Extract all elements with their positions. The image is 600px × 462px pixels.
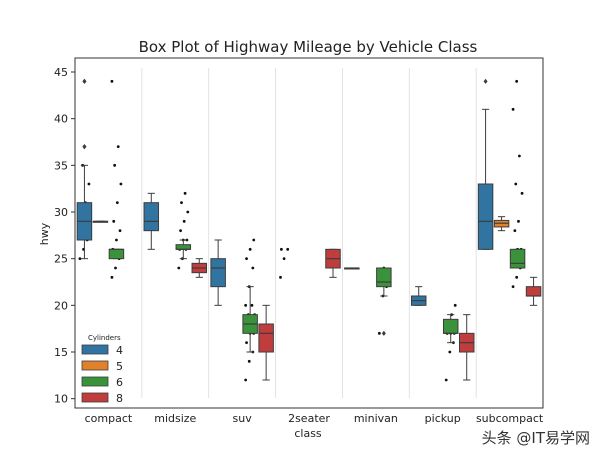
box-body bbox=[477, 183, 494, 250]
strip-point bbox=[116, 145, 120, 149]
y-tick-label: 40 bbox=[54, 113, 68, 126]
strip-point bbox=[244, 378, 248, 382]
legend-label: 8 bbox=[116, 392, 123, 405]
strip-point bbox=[511, 285, 515, 289]
strip-point bbox=[186, 210, 190, 214]
plot-frame bbox=[74, 57, 544, 409]
strip-point bbox=[517, 154, 521, 158]
strip-point bbox=[377, 331, 381, 335]
strip-point bbox=[180, 201, 183, 205]
y-tick-label: 45 bbox=[54, 66, 68, 79]
x-axis-label: class bbox=[294, 427, 322, 440]
y-tick-label: 15 bbox=[54, 346, 68, 359]
strip-point bbox=[511, 107, 515, 111]
legend-swatch bbox=[81, 376, 109, 387]
legend-title: Cylinders bbox=[88, 334, 121, 342]
x-tick-label: compact bbox=[85, 412, 133, 425]
strip-point bbox=[517, 219, 520, 223]
strip-point bbox=[118, 229, 122, 233]
x-tick-label: midsize bbox=[154, 412, 196, 425]
x-tick-label: subcompact bbox=[476, 412, 544, 425]
outlier-marker bbox=[82, 144, 87, 150]
box-body bbox=[210, 258, 226, 288]
box-body bbox=[509, 248, 526, 269]
strip-point bbox=[448, 350, 452, 354]
box-body bbox=[143, 202, 160, 232]
box-body bbox=[175, 244, 192, 250]
x-tick-label: pickup bbox=[425, 412, 461, 425]
strip-point bbox=[115, 201, 119, 205]
box-body bbox=[376, 267, 392, 288]
strip-point bbox=[110, 79, 114, 83]
strip-point bbox=[179, 229, 182, 233]
y-axis-label: hwy bbox=[38, 222, 51, 245]
strip-point bbox=[183, 191, 187, 195]
strip-point bbox=[279, 275, 282, 279]
strip-point bbox=[245, 257, 248, 261]
strip-point bbox=[248, 247, 252, 251]
watermark: 头条 @IT易学网 bbox=[481, 429, 590, 447]
legend-label: 6 bbox=[116, 376, 123, 389]
chart-title: Box Plot of Highway Mileage by Vehicle C… bbox=[139, 38, 478, 56]
y-tick-label: 10 bbox=[54, 393, 68, 406]
legend-swatch bbox=[81, 392, 109, 403]
x-tick-label: minivan bbox=[354, 412, 398, 425]
strip-point bbox=[247, 359, 251, 363]
box-body bbox=[258, 323, 274, 353]
strip-point bbox=[110, 275, 114, 279]
strip-point bbox=[520, 191, 524, 195]
outlier-marker bbox=[483, 78, 488, 84]
outlier-marker bbox=[82, 78, 87, 84]
strip-point bbox=[251, 266, 255, 270]
x-tick-label: 2seater bbox=[288, 412, 330, 425]
strip-point bbox=[113, 163, 117, 167]
outlier-marker bbox=[381, 330, 386, 336]
legend-swatch bbox=[81, 344, 109, 355]
strip-point bbox=[114, 266, 117, 270]
strip-point bbox=[250, 303, 254, 307]
box-body bbox=[525, 286, 542, 297]
legend-label: 5 bbox=[116, 360, 123, 373]
strip-point bbox=[515, 275, 519, 279]
legend-label: 4 bbox=[116, 344, 123, 357]
strip-point bbox=[78, 257, 82, 261]
strip-point bbox=[282, 257, 286, 261]
strip-point bbox=[286, 247, 290, 251]
strip-point bbox=[513, 229, 517, 233]
y-tick-label: 20 bbox=[54, 299, 68, 312]
legend-swatch bbox=[81, 360, 109, 371]
strip-point bbox=[244, 303, 248, 307]
box-body bbox=[108, 248, 125, 260]
x-tick-label: suv bbox=[233, 412, 253, 425]
strip-point bbox=[119, 182, 123, 186]
strip-point bbox=[182, 219, 186, 223]
strip-point bbox=[444, 378, 448, 382]
strip-point bbox=[453, 303, 457, 307]
box-body bbox=[442, 318, 459, 334]
strip-point bbox=[115, 238, 118, 242]
y-tick-label: 25 bbox=[54, 253, 68, 266]
strip-point bbox=[177, 266, 181, 270]
strip-point bbox=[87, 182, 91, 186]
y-tick-label: 30 bbox=[54, 206, 68, 219]
strip-point bbox=[252, 238, 256, 242]
strip-point bbox=[514, 182, 518, 186]
strip-point bbox=[245, 341, 248, 345]
y-tick-label: 35 bbox=[54, 159, 68, 172]
strip-point bbox=[280, 247, 283, 251]
strip-point bbox=[112, 219, 116, 223]
strip-point bbox=[515, 79, 519, 83]
